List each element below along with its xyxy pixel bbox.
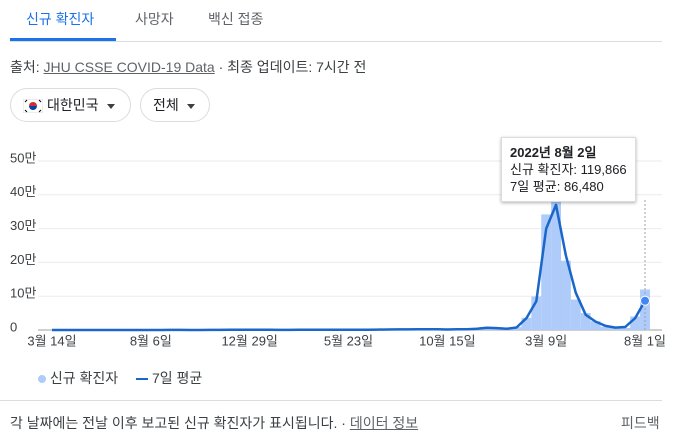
footer: 각 날짜에는 전날 이후 보고된 신규 확진자가 표시됩니다. · 데이터 정보 bbox=[10, 413, 418, 433]
source-link[interactable]: JHU CSSE COVID-19 Data bbox=[43, 59, 215, 75]
x-tick-label: 8월 6일 bbox=[130, 333, 172, 348]
tooltip: 2022년 8월 2일 신규 확진자: 119,866 7일 평균: 86,48… bbox=[501, 137, 636, 202]
legend-label: 7일 평균 bbox=[151, 370, 203, 386]
legend: 신규 확진자 7일 평균 bbox=[38, 368, 202, 388]
tab[interactable]: 백신 접종 bbox=[208, 11, 264, 27]
tooltip-date: 2022년 8월 2일 bbox=[510, 145, 597, 160]
source-prefix: 출처: bbox=[10, 59, 40, 75]
y-tick-label: 10만 bbox=[10, 286, 36, 301]
region-dropdown[interactable]: 전체 bbox=[140, 88, 210, 122]
x-tick-label: 10월 15일 bbox=[419, 333, 475, 348]
bar bbox=[541, 214, 552, 330]
footer-link[interactable]: 데이터 정보 bbox=[349, 415, 419, 431]
divider bbox=[0, 400, 662, 401]
y-tick-label: 20만 bbox=[10, 252, 36, 267]
bar bbox=[630, 316, 641, 330]
footer-text: 각 날짜에는 전날 이후 보고된 신규 확진자가 표시됩니다. · bbox=[10, 415, 346, 431]
x-tick-label: 3월 14일 bbox=[27, 333, 76, 348]
x-tick-label: 12월 29일 bbox=[221, 333, 277, 348]
legend-swatch bbox=[38, 375, 46, 384]
source-update: · 최종 업데이트: 7시간 전 bbox=[218, 59, 367, 75]
country-label: 대한민국 bbox=[47, 97, 99, 113]
bar bbox=[620, 327, 631, 330]
legend-label: 신규 확진자 bbox=[49, 370, 119, 386]
legend-swatch bbox=[136, 378, 149, 381]
tab[interactable]: 사망자 bbox=[135, 11, 174, 27]
line bbox=[52, 203, 647, 332]
country-dropdown[interactable]: 대한민국 bbox=[10, 88, 131, 122]
flag bbox=[22, 98, 44, 114]
bar bbox=[590, 321, 601, 330]
y-tick-label: 0 bbox=[10, 319, 17, 334]
bar bbox=[570, 299, 581, 330]
tooltip-line: 7일 평균: 86,480 bbox=[510, 179, 604, 194]
bar bbox=[551, 164, 561, 330]
bar bbox=[521, 317, 532, 330]
y-tick-label: 50만 bbox=[10, 150, 36, 165]
region-label: 전체 bbox=[153, 97, 179, 113]
hover-dot bbox=[640, 295, 650, 306]
bar bbox=[580, 313, 591, 330]
y-tick-label: 40만 bbox=[10, 184, 36, 199]
x-tick-label: 5월 23일 bbox=[324, 333, 373, 348]
tab-indicator bbox=[10, 38, 116, 41]
tab[interactable]: 신규 확진자 bbox=[26, 11, 95, 27]
x-tick-label: 8월 1일 bbox=[624, 333, 666, 348]
bar bbox=[600, 326, 611, 330]
x-tick-label: 3월 9일 bbox=[525, 333, 567, 348]
divider bbox=[10, 41, 662, 42]
bar bbox=[560, 260, 571, 330]
bar bbox=[531, 296, 542, 330]
y-tick-label: 30만 bbox=[10, 218, 36, 233]
tooltip-line: 신규 확진자: 119,866 bbox=[510, 162, 627, 177]
feedback[interactable]: 피드백 bbox=[621, 415, 660, 431]
source-line: 출처: JHU CSSE COVID-19 Data · 최종 업데이트: 7시… bbox=[10, 57, 366, 77]
